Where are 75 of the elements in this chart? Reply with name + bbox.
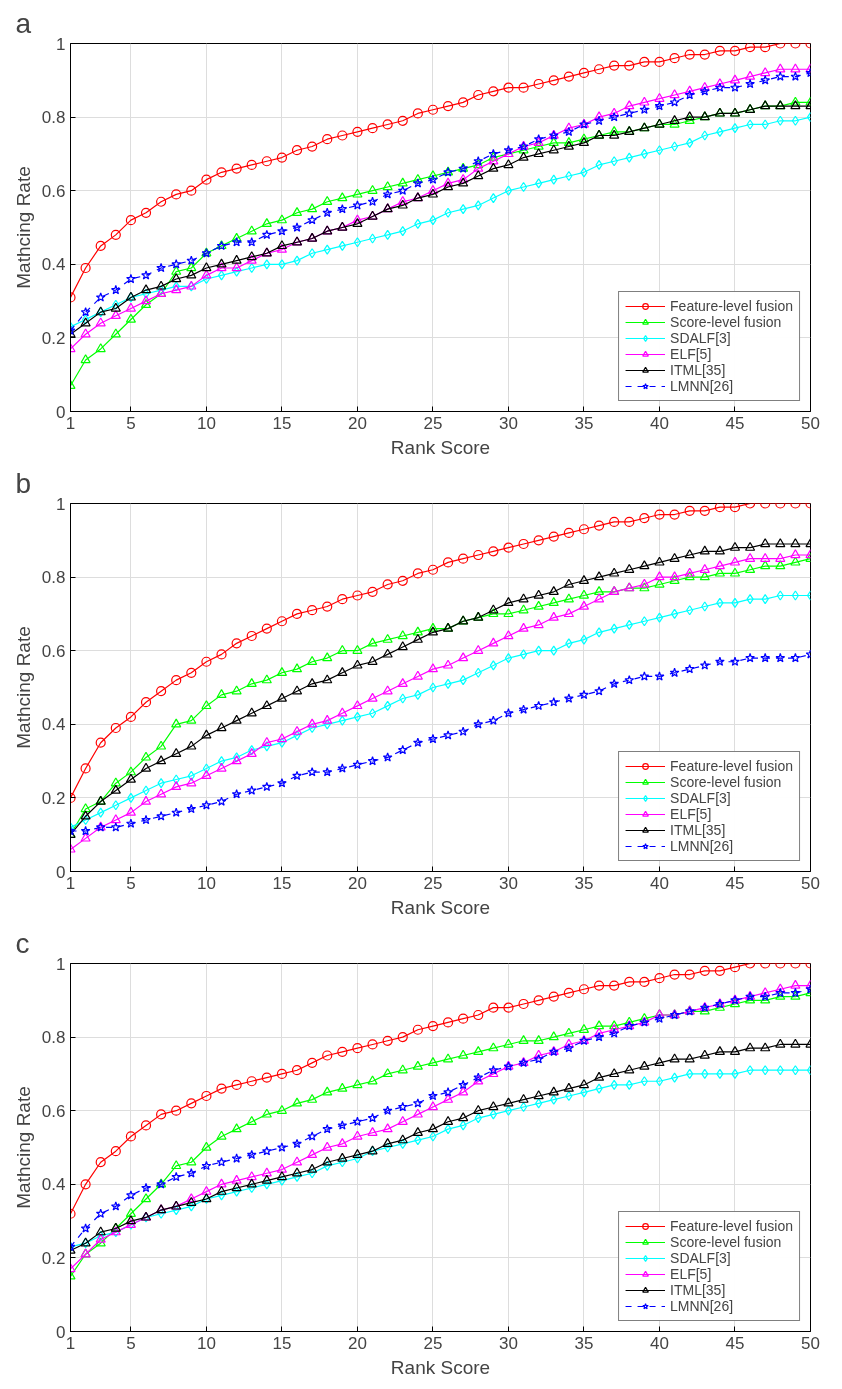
y-axis-title: Mathcing Rate: [12, 626, 34, 749]
x-tick-label: 45: [725, 873, 745, 893]
x-tick-label: 5: [126, 873, 136, 893]
x-tick-label: 5: [126, 413, 136, 433]
x-tick-label: 40: [650, 413, 669, 433]
x-tick-label: 50: [801, 873, 820, 893]
y-tick-label: 0.4: [41, 1175, 66, 1195]
x-tick-label: 50: [801, 1333, 820, 1353]
y-tick-label: 0.8: [41, 1028, 66, 1048]
y-tick-label: 0.8: [41, 108, 66, 128]
legend-label: Score-level fusion: [670, 1234, 782, 1250]
x-tick-label: 10: [196, 413, 216, 433]
legend-label: ELF[5]: [670, 806, 712, 822]
legend-label: ELF[5]: [670, 346, 712, 362]
x-tick-label: 15: [272, 873, 292, 893]
x-tick-label: 35: [574, 873, 594, 893]
legend-label: Feature-level fusion: [670, 758, 793, 774]
legend-label: SDALF[3]: [670, 790, 731, 806]
y-tick-label: 0.4: [41, 715, 66, 735]
legend-label: LMNN[26]: [670, 378, 734, 394]
x-axis-title: Rank Score: [390, 896, 491, 918]
x-tick-label: 20: [347, 1333, 367, 1353]
y-tick-label: 0.6: [41, 641, 66, 661]
legend-label: Score-level fusion: [670, 314, 782, 330]
legend-label: ITML[35]: [670, 1282, 726, 1298]
y-axis-title: Mathcing Rate: [12, 166, 34, 289]
legend-label: Feature-level fusion: [670, 1218, 793, 1234]
x-tick-label: 50: [801, 413, 820, 433]
x-tick-label: 10: [196, 1333, 216, 1353]
legend-label: SDALF[3]: [670, 330, 731, 346]
legend-label: Score-level fusion: [670, 774, 782, 790]
y-tick-label: 1: [56, 34, 66, 54]
legend-label: ITML[35]: [670, 822, 726, 838]
y-tick-label: 0: [56, 1322, 66, 1342]
x-axis-title: Rank Score: [390, 1356, 491, 1378]
legend-label: Feature-level fusion: [670, 298, 793, 314]
x-tick-label: 30: [499, 413, 518, 433]
legend-label: LMNN[26]: [670, 838, 734, 854]
x-tick-label: 25: [423, 1333, 443, 1353]
x-tick-label: 40: [650, 1333, 669, 1353]
chart-title: a: [15, 7, 32, 39]
x-tick-label: 35: [574, 1333, 594, 1353]
y-tick-label: 0.8: [41, 568, 66, 588]
y-tick-label: 0: [56, 402, 66, 422]
x-tick-label: 15: [272, 413, 292, 433]
chart-title: c: [15, 927, 30, 959]
x-tick-label: 45: [725, 1333, 745, 1353]
x-tick-label: 25: [423, 413, 443, 433]
x-tick-label: 5: [126, 1333, 136, 1353]
y-tick-label: 0.2: [41, 328, 66, 348]
y-tick-label: 0.2: [41, 788, 66, 808]
x-tick-label: 30: [499, 1333, 518, 1353]
y-tick-label: 1: [56, 494, 66, 514]
x-tick-label: 40: [650, 873, 669, 893]
y-tick-label: 0.2: [41, 1248, 66, 1268]
x-tick-label: 20: [347, 873, 367, 893]
y-tick-label: 0.6: [41, 181, 66, 201]
x-tick-label: 10: [196, 873, 216, 893]
x-tick-label: 45: [725, 413, 745, 433]
y-tick-label: 0.4: [41, 255, 66, 275]
legend-label: LMNN[26]: [670, 1298, 734, 1314]
y-tick-label: 0.6: [41, 1101, 66, 1121]
legend-label: ITML[35]: [670, 362, 726, 378]
x-tick-label: 35: [574, 413, 594, 433]
x-tick-label: 20: [347, 413, 367, 433]
legend-label: ELF[5]: [670, 1266, 712, 1282]
x-tick-label: 25: [423, 873, 443, 893]
y-tick-label: 1: [56, 954, 66, 974]
y-axis-title: Mathcing Rate: [12, 1086, 34, 1209]
y-tick-label: 0: [56, 862, 66, 882]
x-axis-title: Rank Score: [390, 436, 491, 458]
legend-label: SDALF[3]: [670, 1250, 731, 1266]
x-tick-label: 30: [499, 873, 518, 893]
x-tick-label: 15: [272, 1333, 292, 1353]
chart-title: b: [15, 467, 32, 499]
